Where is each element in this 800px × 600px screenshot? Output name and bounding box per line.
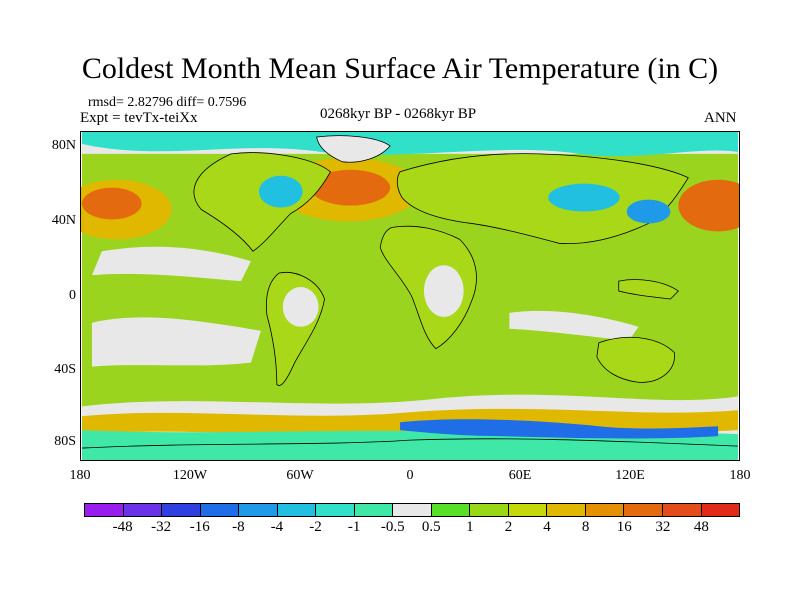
- stats-label: rmsd= 2.82796 diff= 0.7596: [88, 95, 247, 110]
- colorbar-label: -32: [151, 519, 172, 535]
- x-tick-label: 60E: [508, 468, 532, 483]
- x-tick-label: 120E: [615, 468, 645, 483]
- eurasia: [396, 153, 689, 245]
- map-svg: [81, 132, 739, 460]
- tropical-pacific-gray: [91, 246, 251, 282]
- period-label: 0268kyr BP - 0268kyr BP: [320, 106, 477, 122]
- season-label: ANN: [704, 110, 737, 126]
- indonesia: [618, 279, 679, 300]
- y-tick-label: 0: [69, 288, 76, 303]
- colorbar-swatch: [393, 504, 432, 516]
- colorbar-swatch: [200, 504, 240, 516]
- colorbar-label: 0.5: [421, 519, 441, 535]
- chart-title: Coldest Month Mean Surface Air Temperatu…: [81, 52, 719, 85]
- colorbar-label: 1: [466, 519, 474, 535]
- x-tick-label: 180: [729, 468, 751, 483]
- colorbar-label: 2: [504, 519, 513, 535]
- x-tick-label: 180: [69, 468, 91, 483]
- colorbar-label: -1: [347, 519, 361, 535]
- colorbar-swatch: [277, 504, 317, 516]
- north-atlantic-hot: [310, 169, 391, 206]
- x-tick-label: 0: [406, 468, 414, 483]
- colorbar-label: -48: [112, 519, 133, 535]
- colorbar-swatch: [470, 504, 509, 516]
- north-pacific-hot-west: [82, 187, 142, 220]
- colorbar-swatch: [316, 504, 355, 516]
- colorbar-label: 32: [655, 519, 671, 535]
- y-tick-label: 80N: [51, 138, 76, 153]
- colorbar-swatch: [585, 504, 625, 516]
- north-america: [193, 152, 331, 252]
- antarctica-coast: [81, 438, 739, 449]
- colorbar-swatch: [123, 504, 163, 516]
- indian-ocean-gray: [509, 310, 639, 341]
- map-frame: [80, 131, 740, 461]
- south-america-gray-patch: [282, 287, 319, 327]
- australia: [596, 336, 675, 383]
- colorbar-label: -8: [232, 519, 245, 535]
- africa-gray-patch: [423, 265, 464, 317]
- colorbar-label: 48: [693, 519, 709, 535]
- colorbar-label: 4: [543, 519, 551, 535]
- north-pacific-hot-east: [678, 179, 739, 232]
- y-tick-label: 40N: [51, 213, 76, 228]
- arctic-cool-region: [82, 132, 738, 157]
- colorbar-label: -4: [270, 519, 284, 535]
- colorbar-label: -16: [189, 519, 210, 535]
- colorbar: [84, 503, 740, 517]
- x-tick-label: 60W: [286, 468, 314, 483]
- colorbar-swatch: [701, 504, 740, 516]
- colorbar-swatch: [431, 504, 471, 516]
- antarctic-cold-patch: [400, 419, 719, 439]
- colorbar-label: 16: [616, 519, 632, 535]
- colorbar-label: -2: [309, 519, 322, 535]
- colorbar-swatch: [239, 504, 278, 516]
- south-pacific-gray: [91, 317, 261, 367]
- experiment-label: Expt = tevTx-teiXx: [80, 110, 198, 126]
- colorbar-swatch: [162, 504, 201, 516]
- colorbar-swatch: [508, 504, 548, 516]
- asia-cool-patch: [548, 183, 620, 212]
- greenland: [316, 135, 391, 163]
- colorbar-swatch: [624, 504, 663, 516]
- colorbar-swatch: [662, 504, 702, 516]
- colorbar-label: -0.5: [380, 519, 405, 535]
- y-tick-label: 80S: [54, 434, 76, 449]
- east-asia-cold-patch: [626, 199, 671, 224]
- colorbar-swatch: [354, 504, 394, 516]
- y-tick-label: 40S: [54, 362, 76, 377]
- colorbar-swatch: [547, 504, 586, 516]
- colorbar-swatch: [85, 504, 124, 516]
- x-tick-label: 120W: [172, 468, 208, 483]
- colorbar-label: 8: [581, 519, 590, 535]
- north-america-cool-patch: [258, 175, 303, 208]
